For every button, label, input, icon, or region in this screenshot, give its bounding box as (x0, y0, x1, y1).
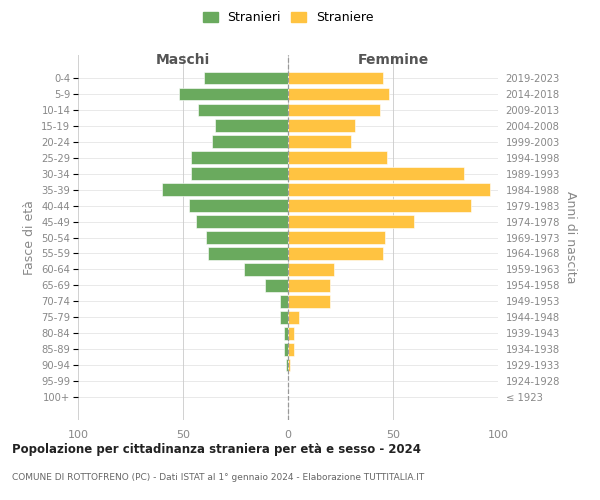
Bar (162, 184, 288, 196)
Bar (208, 247, 288, 260)
Bar (288, 295, 330, 308)
Bar (206, 232, 288, 243)
Bar (265, 279, 288, 291)
Bar (215, 120, 288, 132)
Bar (284, 327, 288, 340)
Bar (288, 247, 383, 260)
Bar (288, 72, 383, 84)
Bar (288, 184, 490, 196)
Bar (288, 168, 464, 180)
Bar (204, 72, 288, 84)
Bar (288, 343, 295, 355)
Bar (288, 263, 334, 276)
Bar (288, 152, 387, 164)
Text: Femmine: Femmine (358, 52, 428, 66)
Bar (288, 120, 355, 132)
Bar (198, 104, 288, 116)
Bar (191, 152, 288, 164)
Bar (288, 104, 380, 116)
Bar (288, 216, 414, 228)
Bar (280, 311, 288, 324)
Bar (191, 168, 288, 180)
Bar (286, 359, 288, 372)
Bar (288, 232, 385, 243)
Bar (288, 279, 330, 291)
Text: Popolazione per cittadinanza straniera per età e sesso - 2024: Popolazione per cittadinanza straniera p… (12, 442, 421, 456)
Text: Maschi: Maschi (156, 52, 210, 66)
Bar (189, 200, 288, 212)
Bar (288, 311, 299, 324)
Bar (196, 216, 288, 228)
Bar (244, 263, 288, 276)
Bar (288, 359, 290, 372)
Bar (280, 295, 288, 308)
Bar (284, 343, 288, 355)
Bar (212, 136, 288, 148)
Text: COMUNE DI ROTTOFRENO (PC) - Dati ISTAT al 1° gennaio 2024 - Elaborazione TUTTITA: COMUNE DI ROTTOFRENO (PC) - Dati ISTAT a… (12, 472, 424, 482)
Bar (288, 200, 471, 212)
Legend: Stranieri, Straniere: Stranieri, Straniere (197, 6, 379, 29)
Y-axis label: Anni di nascita: Anni di nascita (564, 191, 577, 284)
Bar (288, 88, 389, 100)
Y-axis label: Fasce di età: Fasce di età (23, 200, 35, 275)
Bar (288, 327, 295, 340)
Bar (179, 88, 288, 100)
Bar (288, 136, 351, 148)
